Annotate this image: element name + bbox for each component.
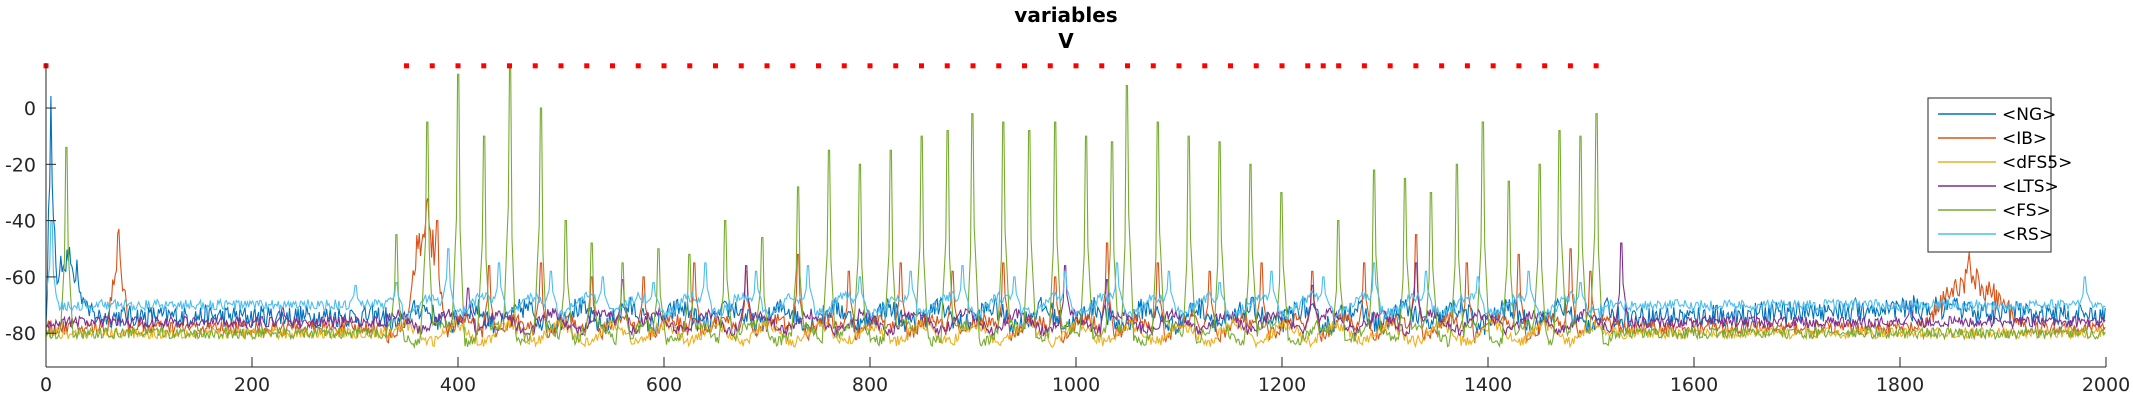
event-marker	[687, 63, 693, 69]
event-marker	[661, 63, 667, 69]
event-marker	[919, 63, 924, 69]
event-marker	[1567, 63, 1573, 69]
chart-title-line-1: variables	[1014, 3, 1117, 27]
event-marker	[1413, 63, 1419, 69]
event-marker	[532, 63, 538, 69]
legend-label: <dFS5>	[2002, 153, 2072, 173]
x-tick-label: 1000	[1052, 374, 1100, 396]
event-marker	[1464, 63, 1470, 69]
legend-label: <RS>	[2002, 225, 2053, 245]
marker-layer	[43, 63, 1599, 69]
series-line-rs	[45, 220, 2106, 321]
series-line-ng	[45, 95, 2106, 336]
event-marker	[1439, 63, 1445, 69]
event-marker	[893, 63, 899, 69]
x-tick-label: 1400	[1464, 374, 1512, 396]
event-marker	[1202, 63, 1208, 69]
event-marker	[1073, 63, 1079, 69]
event-marker	[764, 63, 770, 69]
event-marker	[1099, 63, 1105, 69]
x-tick-label: 1600	[1670, 374, 1718, 396]
legend-label: <FS>	[2002, 201, 2051, 221]
legend-label: <IB>	[2002, 129, 2047, 149]
legend-label: <LTS>	[2002, 177, 2059, 197]
event-marker	[1305, 63, 1311, 69]
event-marker	[507, 63, 512, 69]
legend: <NG> <IB> <dFS5> <LTS> <FS> <RS>	[1927, 97, 2072, 253]
plot-area	[43, 63, 2106, 350]
event-marker	[1150, 63, 1156, 69]
event-marker	[635, 63, 641, 69]
event-marker	[790, 63, 796, 69]
y-tick-label: -40	[5, 211, 36, 233]
chart-title-line-2: V	[1058, 29, 1074, 53]
event-marker	[1542, 63, 1548, 69]
x-tick-label: 1800	[1876, 374, 1924, 396]
series-layer	[45, 68, 2106, 350]
y-tick-label: -60	[5, 267, 36, 289]
event-marker	[1253, 63, 1259, 69]
event-marker	[558, 63, 564, 69]
event-marker	[455, 63, 461, 69]
event-marker	[738, 63, 744, 69]
event-marker	[1593, 63, 1599, 69]
event-marker	[1516, 63, 1522, 69]
event-marker	[404, 63, 409, 69]
y-tick-label: 0	[24, 98, 36, 120]
event-marker	[1047, 63, 1053, 69]
y-tick-label: -80	[5, 323, 36, 345]
event-marker	[816, 63, 821, 69]
x-tick-label: 200	[234, 374, 270, 396]
series-line-fs	[45, 68, 2106, 350]
x-tick-label: 1200	[1258, 374, 1306, 396]
event-marker	[1320, 63, 1326, 69]
x-tick-label: 400	[440, 374, 476, 396]
event-marker	[481, 63, 487, 69]
event-marker	[1361, 63, 1367, 69]
event-marker	[1125, 63, 1130, 69]
x-tick-label: 2000	[2082, 374, 2130, 396]
x-tick-label: 800	[852, 374, 888, 396]
event-marker	[944, 63, 950, 69]
event-marker	[1387, 63, 1393, 69]
event-marker	[1279, 63, 1285, 69]
event-marker	[1228, 63, 1233, 69]
series-line-dfs5	[45, 317, 2106, 349]
event-marker	[1022, 63, 1027, 69]
legend-label: <NG>	[2002, 105, 2056, 125]
axes: 0 200 400 600 800 1000 1200 1400 1600 1800 2000 0 -2…	[5, 63, 2130, 396]
chart-title: variables V	[1014, 3, 1117, 53]
event-marker	[841, 63, 847, 69]
x-tick-label: 0	[40, 374, 52, 396]
event-marker	[970, 63, 976, 69]
event-marker	[1490, 63, 1496, 69]
y-tick-label: -20	[5, 154, 36, 176]
event-marker	[1176, 63, 1182, 69]
x-tick-label: 600	[646, 374, 682, 396]
event-marker	[996, 63, 1002, 69]
event-marker	[429, 63, 435, 69]
event-marker	[713, 63, 718, 69]
legend-box	[1927, 97, 2052, 253]
event-marker	[584, 63, 590, 69]
event-marker	[1336, 63, 1342, 69]
event-marker	[610, 63, 615, 69]
event-marker	[867, 63, 873, 69]
